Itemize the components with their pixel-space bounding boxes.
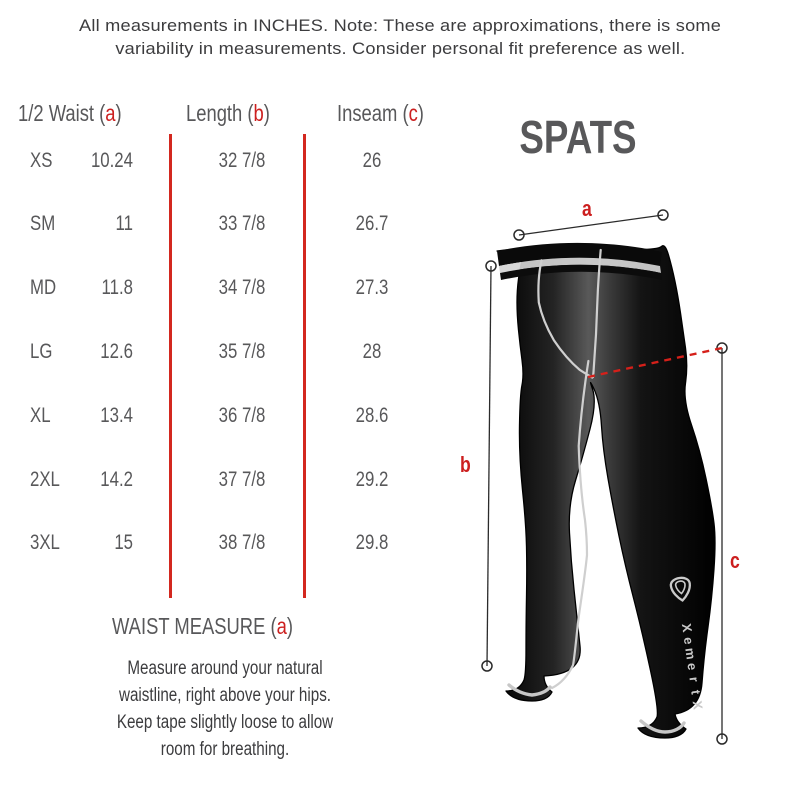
svg-text:m: m [682, 647, 698, 661]
svg-text:X: X [690, 700, 706, 711]
